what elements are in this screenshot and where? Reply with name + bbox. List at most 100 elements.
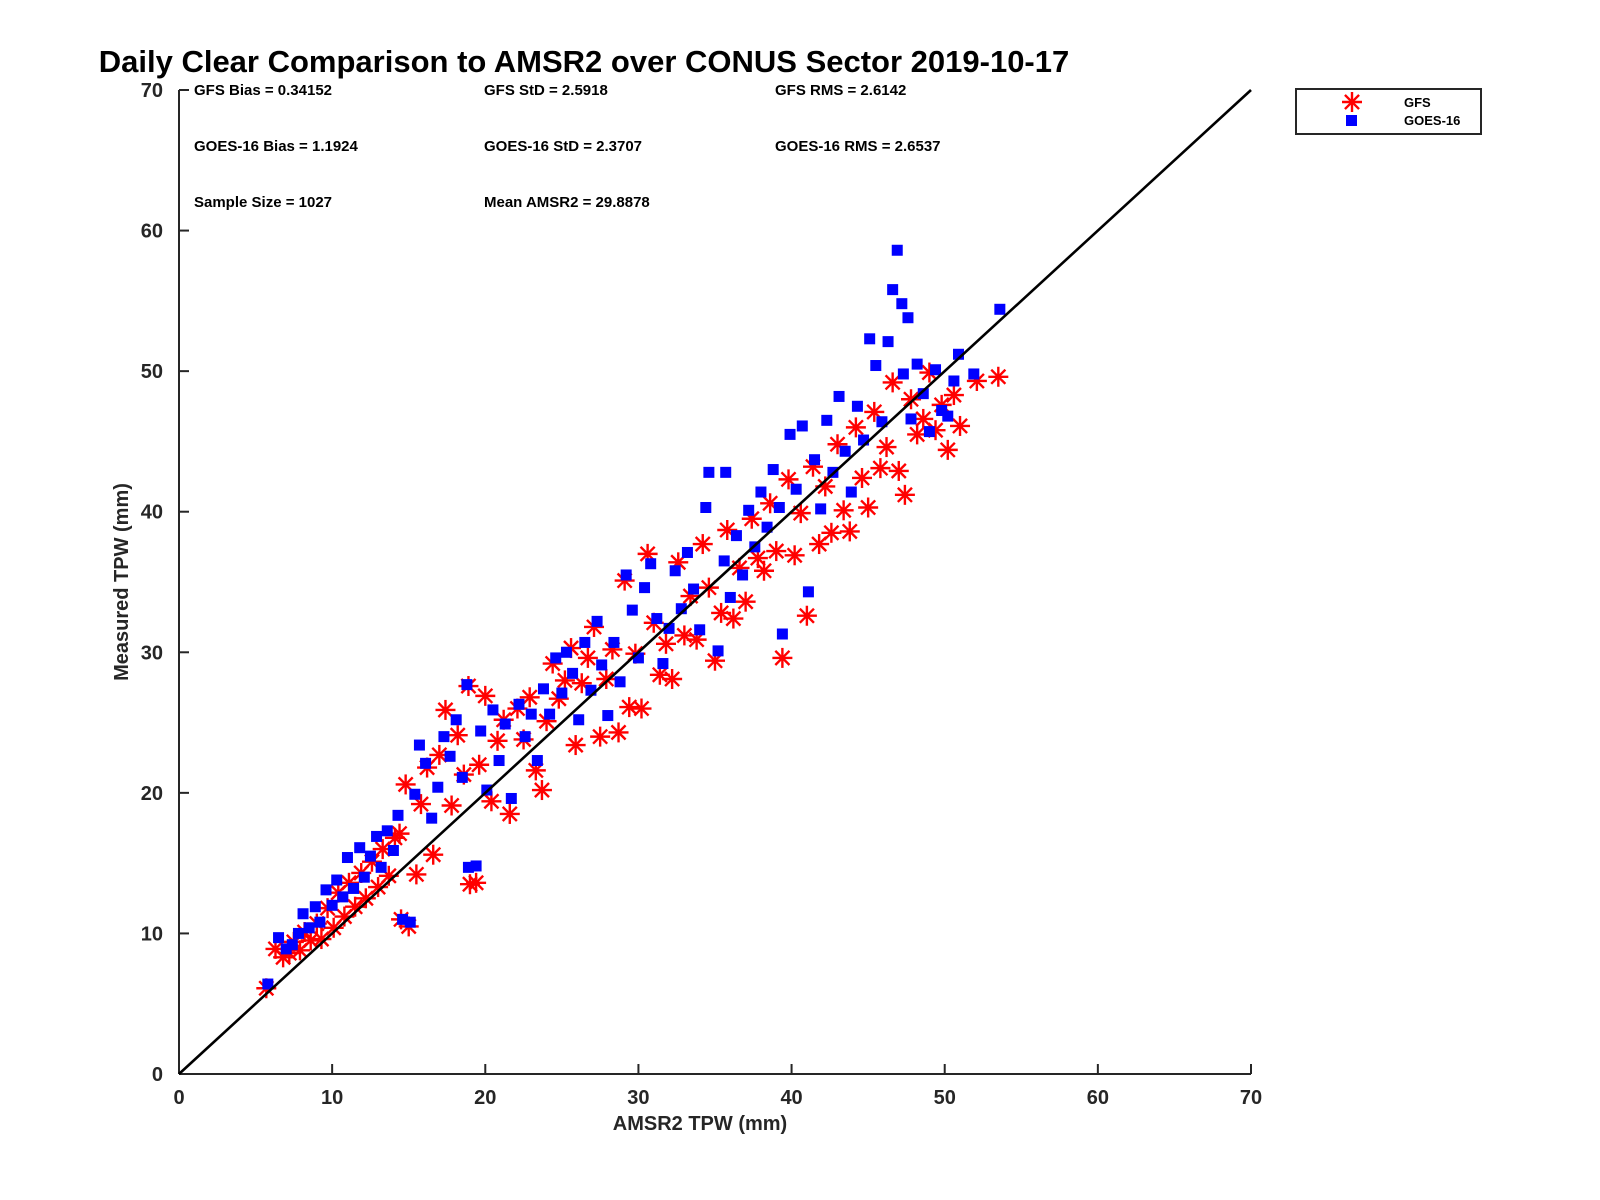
- gfs-point: [901, 389, 922, 410]
- y-tick-label: 70: [141, 80, 163, 102]
- x-axis-label: AMSR2 TPW (mm): [613, 1113, 787, 1135]
- goes16-point: [833, 390, 845, 402]
- gfs-point: [723, 608, 744, 629]
- goes16-point: [784, 428, 796, 440]
- goes16-point: [651, 613, 663, 625]
- gfs-point: [487, 730, 508, 751]
- y-tick-label: 60: [141, 221, 163, 243]
- gfs-point: [790, 503, 811, 524]
- goes16-point: [896, 298, 908, 310]
- goes16-point: [776, 628, 788, 640]
- legend-label-gfs: GFS: [1404, 95, 1431, 110]
- goes16-point: [286, 939, 298, 951]
- goes16-point: [462, 861, 474, 873]
- legend: GFS GOES-16: [1295, 88, 1482, 135]
- goes16-point: [952, 348, 964, 360]
- gfs-point: [447, 725, 468, 746]
- goes16-point: [387, 844, 399, 856]
- gfs-point: [435, 699, 456, 720]
- gfs-point: [692, 534, 713, 555]
- gfs-point: [717, 519, 738, 540]
- stat-annotation: GOES-16 StD = 2.3707: [484, 138, 642, 155]
- gfs-point: [531, 780, 552, 801]
- goes16-point: [669, 565, 681, 577]
- goes16-point: [499, 718, 511, 730]
- goes16-point: [700, 501, 712, 513]
- x-tick-label: 40: [780, 1087, 802, 1109]
- goes16-point: [409, 788, 421, 800]
- goes16-point: [320, 884, 332, 896]
- goes16-point: [273, 932, 285, 944]
- goes16-point: [761, 521, 773, 533]
- goes16-point: [348, 882, 360, 894]
- y-tick-label: 40: [141, 502, 163, 524]
- goes16-point: [596, 659, 608, 671]
- goes16-point: [544, 708, 556, 720]
- goes16-point: [743, 504, 755, 516]
- legend-box: [1295, 88, 1482, 135]
- goes16-point: [513, 698, 525, 710]
- goes16-point: [902, 312, 914, 324]
- goes16-point: [876, 416, 888, 428]
- goes16-point: [591, 615, 603, 627]
- gfs-point: [469, 754, 490, 775]
- goes16-point: [994, 303, 1006, 315]
- gfs-point: [796, 605, 817, 626]
- gfs-point: [631, 698, 652, 719]
- goes16-point: [870, 360, 882, 372]
- goes16-point: [724, 591, 736, 603]
- goes16-point: [948, 375, 960, 387]
- goes16-point: [911, 358, 923, 370]
- goes16-point: [809, 454, 821, 466]
- gfs-point: [907, 424, 928, 445]
- goes16-point: [358, 871, 370, 883]
- gfs-point: [766, 541, 787, 562]
- gfs-point: [772, 647, 793, 668]
- goes16-point: [413, 739, 425, 751]
- goes16-point: [314, 916, 326, 928]
- y-tick-label: 20: [141, 783, 163, 805]
- goes16-point: [720, 466, 732, 478]
- goes16-point: [303, 922, 315, 934]
- gfs-point: [519, 687, 540, 708]
- gfs-point: [988, 366, 1009, 387]
- y-tick-label: 50: [141, 361, 163, 383]
- goes16-point: [470, 860, 482, 872]
- goes16-point: [537, 683, 549, 695]
- gfs-point: [608, 722, 629, 743]
- goes16-point: [602, 710, 614, 722]
- gfs-point: [845, 417, 866, 438]
- goes16-point: [579, 636, 591, 648]
- goes16-point: [897, 368, 909, 380]
- stat-annotation: Mean AMSR2 = 29.8878: [484, 194, 650, 211]
- goes16-point: [392, 809, 404, 821]
- stat-annotation: GFS Bias = 0.34152: [194, 82, 332, 99]
- goes16-point: [675, 603, 687, 615]
- goes16-point: [493, 755, 505, 767]
- goes16-point: [887, 284, 899, 296]
- goes16-point: [730, 530, 742, 542]
- x-tick-label: 20: [474, 1087, 496, 1109]
- legend-gfs-asterisk-marker: [1342, 92, 1362, 112]
- goes16-point: [505, 792, 517, 804]
- goes16-point: [703, 466, 715, 478]
- axis-ticks: 0 10 20 30 40 50 60 70 0 10 20 30 40 50 60 70: [141, 80, 1262, 1109]
- goes16-point: [608, 636, 620, 648]
- goes16-point: [438, 731, 450, 743]
- goes16-point: [694, 624, 706, 636]
- stat-annotation: GFS RMS = 2.6142: [775, 82, 906, 99]
- gfs-point: [815, 476, 836, 497]
- goes16-point: [292, 927, 304, 939]
- gfs-point: [662, 668, 683, 689]
- goes16-point: [404, 916, 416, 928]
- gfs-point: [894, 484, 915, 505]
- gfs-point: [852, 467, 873, 488]
- gfs-point: [406, 864, 427, 885]
- y-tick-label: 0: [152, 1064, 163, 1086]
- goes16-point: [663, 622, 675, 634]
- gfs-point: [577, 647, 598, 668]
- goes16-point: [531, 755, 543, 767]
- gfs-point: [876, 437, 897, 458]
- gfs-point: [602, 639, 623, 660]
- gfs-point: [655, 633, 676, 654]
